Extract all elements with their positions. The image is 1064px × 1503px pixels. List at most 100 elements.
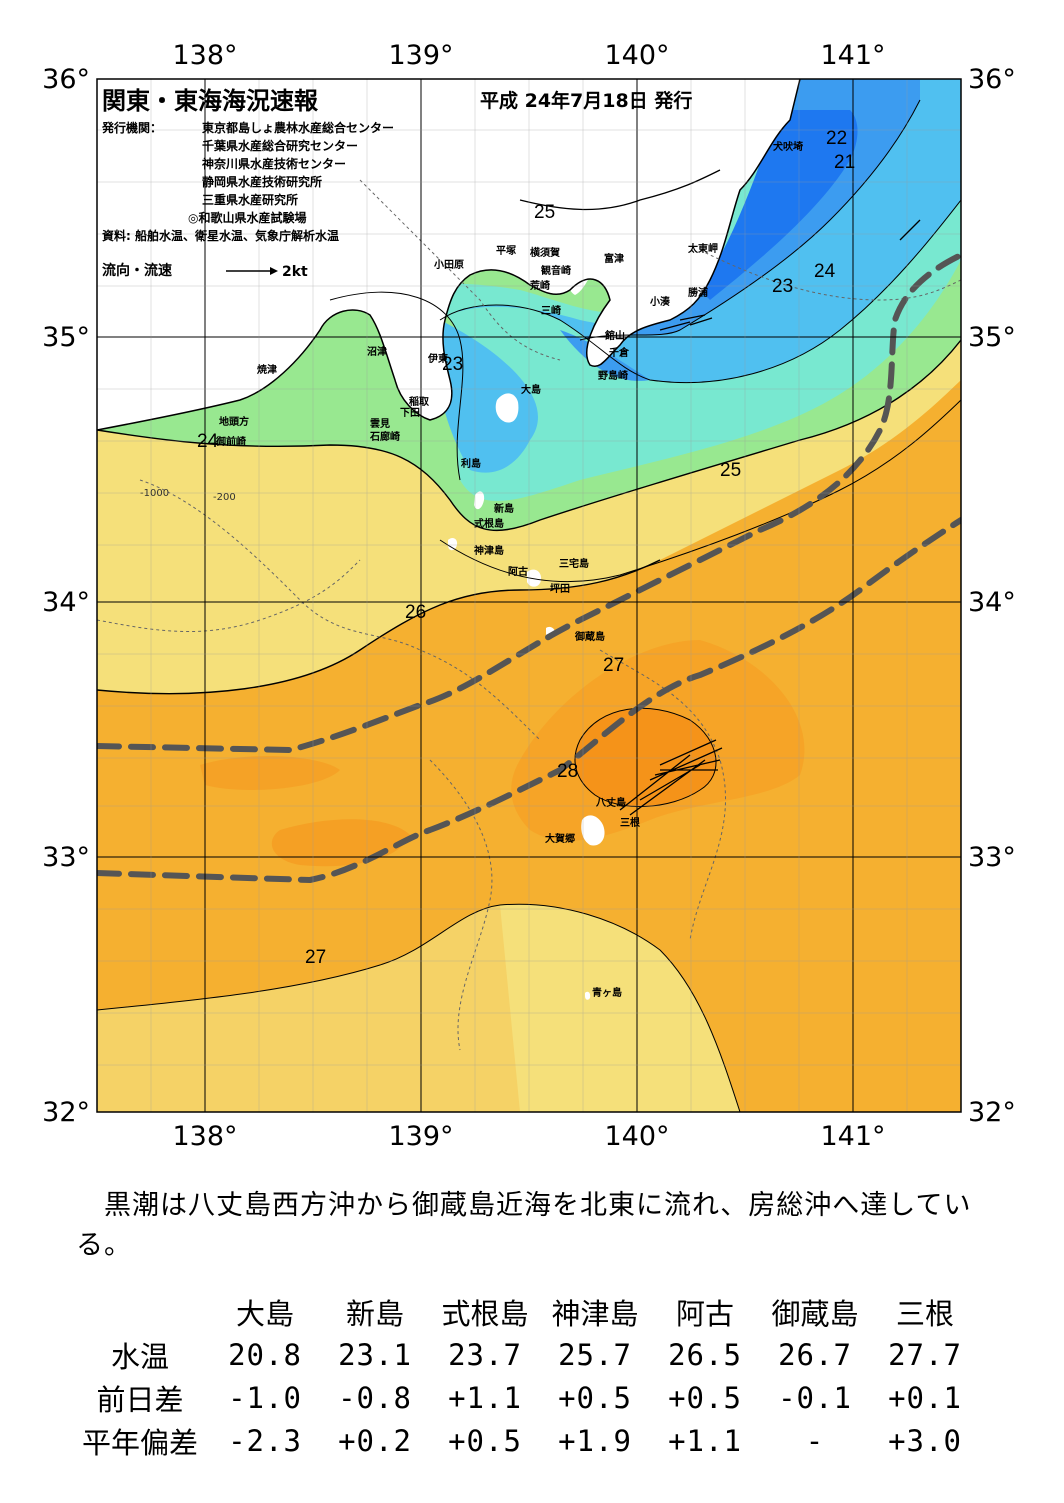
place-toshima: 利島: [461, 457, 481, 470]
place-numazu: 沼津: [367, 345, 387, 358]
place-tsubota: 坪田: [550, 582, 570, 595]
place-shikinejima: 式根島: [474, 517, 504, 530]
table-cell: 20.8: [228, 1337, 302, 1372]
lon-label-bottom-140: 140°: [604, 1121, 669, 1152]
lat-label-right-34: 34°: [968, 587, 1016, 618]
place-aogashima: 青ヶ島: [592, 986, 622, 999]
table-cell: 23.1: [338, 1337, 412, 1372]
isotherms: [97, 99, 961, 1112]
place-hachijojima: 八丈島: [595, 796, 626, 809]
column-header: 式根島: [441, 1296, 529, 1331]
place-jitogata: 地頭方: [219, 415, 249, 428]
zone-21: [700, 110, 858, 300]
table-row: 前日差 -1.0 -0.8 +1.1 +0.5 +0.5 -0.1 +0.1: [70, 1376, 980, 1419]
temperature-field: [97, 79, 961, 1112]
isotherm-label-24a: 24: [814, 261, 836, 282]
isotherm-label-21: 21: [834, 152, 855, 173]
column-header: 新島: [345, 1296, 404, 1331]
issuer-3: 静岡県水産技術研究所: [202, 174, 322, 189]
lat-label-left-35: 35°: [42, 322, 90, 353]
issuer-label: 発行機関：: [101, 120, 162, 135]
lon-label-top-138: 138°: [172, 40, 237, 71]
depth-label-200: -200: [213, 492, 236, 503]
table-cell: +3.0: [888, 1423, 962, 1458]
flow-legend: 流向・流速: [102, 262, 172, 279]
lat-label-left-33: 33°: [42, 842, 90, 873]
lon-label-bottom-141: 141°: [820, 1121, 885, 1152]
column-header: 大島: [235, 1296, 294, 1331]
lat-label-right-32: 32°: [968, 1097, 1016, 1128]
island-temperature-table: 大島 新島 式根島 神津島 阿古 御蔵島 三根 水温 20.8 23.1 23.…: [70, 1290, 980, 1462]
isotherm-label-24b: 24: [197, 431, 219, 452]
lat-label-right-35: 35°: [968, 322, 1016, 353]
table-cell: +1.1: [668, 1423, 742, 1458]
place-okago: 大賀郷: [545, 832, 575, 845]
lat-label-left-36: 36°: [42, 64, 90, 95]
place-misaki: 三崎: [541, 304, 561, 317]
place-kozushima: 神津島: [474, 544, 504, 557]
place-katsuura: 勝浦: [688, 286, 708, 299]
row-label: 水温: [110, 1339, 169, 1374]
isotherm-label-23b: 23: [442, 354, 463, 375]
table-cell: -: [805, 1423, 825, 1458]
place-nojimazaki: 野島崎: [598, 369, 628, 382]
issuer-2: 神奈川県水産技術センター: [202, 156, 346, 171]
isotherm-label-27b: 27: [305, 947, 326, 968]
place-ako: 阿古: [508, 565, 528, 578]
place-yokosuka: 横須賀: [530, 246, 560, 259]
data-source: 資料: 船舶水温、衛星水温、気象庁解析水温: [102, 228, 339, 243]
table-row: 平年偏差 -2.3 +0.2 +0.5 +1.9 +1.1 - +3.0: [70, 1419, 980, 1462]
issuer-5: ◎和歌山県水産試験場: [188, 210, 306, 225]
place-tateyama: 館山: [604, 329, 625, 342]
place-oshima: 大島: [521, 383, 541, 396]
kuroshio-summary: 黒潮は八丈島西方沖から御蔵島近海を北東に流れ、房総沖へ達している。: [76, 1186, 976, 1266]
table-cell: +1.9: [558, 1423, 632, 1458]
place-inubozaki: 犬吠埼: [773, 140, 803, 153]
lat-label-right-36: 36°: [968, 64, 1016, 95]
place-ito: 伊東: [427, 352, 448, 365]
row-label: 前日差: [96, 1382, 184, 1417]
row-label: 平年偏差: [81, 1425, 198, 1460]
issuer-4: 三重県水産研究所: [202, 192, 298, 207]
place-taitomisaki: 太東岬: [687, 242, 718, 255]
lon-label-top-139: 139°: [388, 40, 453, 71]
table-cell: 26.7: [778, 1337, 852, 1372]
isotherm-label-28: 28: [557, 761, 578, 782]
place-miyakejima: 三宅島: [559, 557, 589, 570]
lon-label-bottom-138: 138°: [172, 1121, 237, 1152]
table-cell: +0.2: [338, 1423, 412, 1458]
table-cell: +0.1: [888, 1380, 962, 1415]
place-arasaki: 荒崎: [529, 279, 550, 292]
column-header: 神津島: [551, 1296, 639, 1331]
table-cell: -0.1: [778, 1380, 852, 1415]
depth-contours: [97, 179, 961, 1051]
table-cell: +1.1: [448, 1380, 522, 1415]
table-header-row: 大島 新島 式根島 神津島 阿古 御蔵島 三根: [70, 1290, 980, 1333]
place-yaizu: 焼津: [257, 363, 277, 376]
place-kumomi: 雲見: [370, 418, 390, 430]
isotherm-label-26: 26: [405, 602, 426, 623]
lat-label-right-33: 33°: [968, 842, 1016, 873]
table-cell: 23.7: [448, 1337, 522, 1372]
lat-label-left-34: 34°: [42, 587, 90, 618]
flow-scale-arrow: [226, 267, 278, 275]
column-header: 御蔵島: [771, 1296, 859, 1331]
isotherm-labels: 21 22 23 23 24 24 25 25 26 27 27 28: [197, 128, 855, 968]
place-chikura: 千倉: [609, 346, 630, 359]
flow-scale: 2kt: [282, 264, 308, 280]
issuer-0: 東京都島しょ農林水産総合センター: [202, 120, 394, 135]
place-omaezaki: 御前崎: [215, 435, 246, 448]
issue-date: 平成 24年7月18日 発行: [480, 89, 692, 112]
place-odawara: 小田原: [433, 258, 464, 271]
table-cell: -1.0: [228, 1380, 302, 1415]
kuroshio-axis: [97, 252, 961, 884]
table-cell: 26.5: [668, 1337, 742, 1372]
table-cell: 25.7: [558, 1337, 632, 1372]
isotherm-label-27a: 27: [603, 655, 624, 676]
lat-label-left-32: 32°: [42, 1097, 90, 1128]
place-mikurajima: 御蔵島: [574, 630, 605, 643]
place-inatori: 稲取: [409, 395, 430, 408]
place-hiratsuka: 平塚: [496, 244, 516, 257]
place-kominato: 小湊: [649, 295, 671, 308]
lon-label-top-140: 140°: [604, 40, 669, 71]
